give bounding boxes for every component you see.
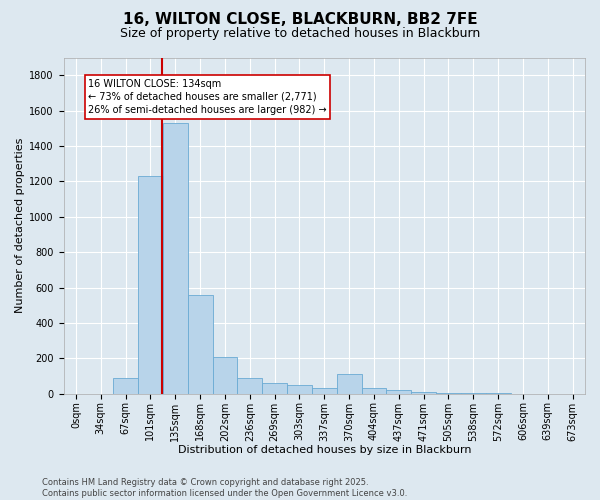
Bar: [113, 378, 138, 394]
Bar: [411, 392, 436, 394]
Bar: [386, 390, 411, 394]
Bar: [138, 176, 163, 394]
Bar: [287, 385, 312, 394]
Bar: [262, 383, 287, 394]
Bar: [312, 388, 337, 394]
Bar: [436, 393, 461, 394]
X-axis label: Distribution of detached houses by size in Blackburn: Distribution of detached houses by size …: [178, 445, 471, 455]
Bar: [461, 393, 485, 394]
Bar: [163, 123, 188, 394]
Text: Contains HM Land Registry data © Crown copyright and database right 2025.
Contai: Contains HM Land Registry data © Crown c…: [42, 478, 407, 498]
Text: Size of property relative to detached houses in Blackburn: Size of property relative to detached ho…: [120, 28, 480, 40]
Bar: [238, 378, 262, 394]
Y-axis label: Number of detached properties: Number of detached properties: [15, 138, 25, 314]
Bar: [212, 356, 238, 394]
Text: 16 WILTON CLOSE: 134sqm
← 73% of detached houses are smaller (2,771)
26% of semi: 16 WILTON CLOSE: 134sqm ← 73% of detache…: [88, 78, 327, 115]
Text: 16, WILTON CLOSE, BLACKBURN, BB2 7FE: 16, WILTON CLOSE, BLACKBURN, BB2 7FE: [122, 12, 478, 28]
Bar: [337, 374, 362, 394]
Bar: [362, 388, 386, 394]
Bar: [188, 294, 212, 394]
